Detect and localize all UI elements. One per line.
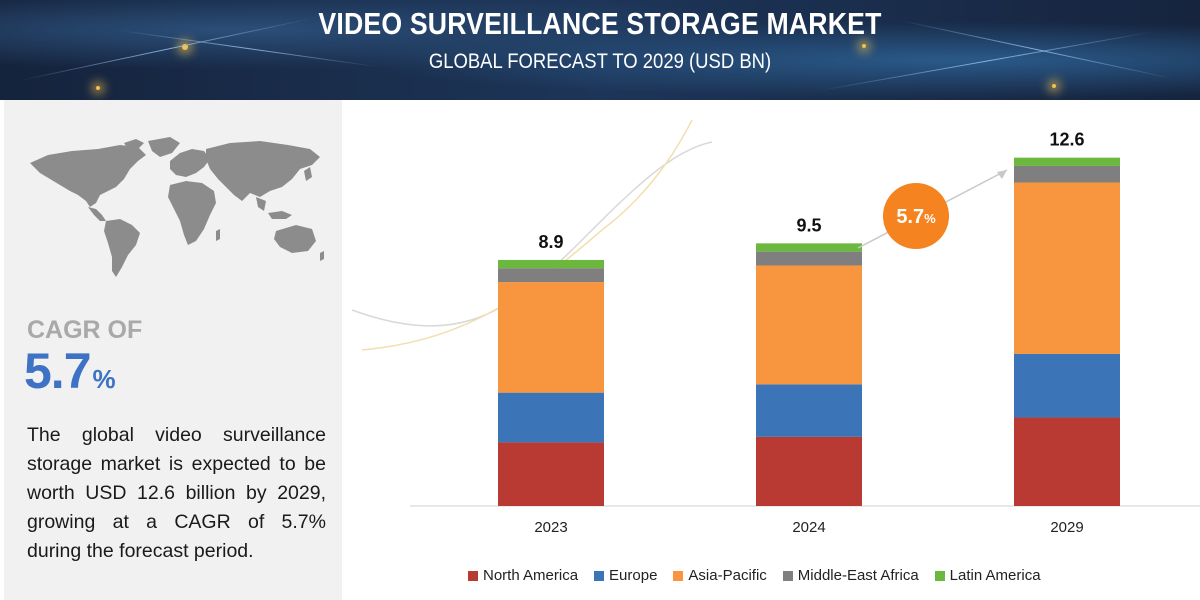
light-dot <box>1052 84 1056 88</box>
cagr-value: 5.7% <box>24 342 116 400</box>
x-tick-label: 2023 <box>534 519 567 536</box>
bar-segment-north-america-2024 <box>756 436 862 506</box>
bar-segment-europe-2029 <box>1014 353 1120 418</box>
legend-swatch <box>782 570 793 581</box>
bar-segment-middle-east-africa-2024 <box>756 251 862 266</box>
light-dot <box>96 86 100 90</box>
legend-item: Middle-East Africa <box>782 567 919 584</box>
decorative-swooshes <box>351 119 713 351</box>
cagr-badge-circle <box>883 183 949 249</box>
bar-segment-latin-america-2023 <box>498 259 604 269</box>
bar-segment-europe-2023 <box>498 392 604 443</box>
legend-item: Asia-Pacific <box>673 567 767 584</box>
legend-swatch <box>594 570 605 581</box>
bar-total-label: 12.6 <box>1049 130 1084 150</box>
bar-segment-asia-pacific-2029 <box>1014 182 1120 354</box>
legend-item: Latin America <box>934 567 1041 584</box>
cagr-number: 5.7 <box>24 343 92 399</box>
bar-segment-asia-pacific-2023 <box>498 282 604 393</box>
stacked-bar-chart: 8.9 2023 9.5 2024 12.6 2029 5.7% <box>351 119 1200 536</box>
legend-label: Latin America <box>949 567 1041 584</box>
chart-legend: North America Europe Asia-Pacific Middle-Ea… <box>468 567 1041 584</box>
legend-label: Europe <box>609 567 658 584</box>
header-banner: VIDEO SURVEILLANCE STORAGE MARKET GLOBAL… <box>0 0 1200 100</box>
growth-indicator: 5.7% <box>857 169 1008 249</box>
legend-label: North America <box>483 567 579 584</box>
bar-segment-middle-east-africa-2029 <box>1014 165 1120 183</box>
light-dot <box>182 44 188 50</box>
light-dot <box>862 44 866 48</box>
bar-segment-north-america-2029 <box>1014 417 1120 506</box>
legend-item: Europe <box>594 567 657 584</box>
bar-segment-latin-america-2024 <box>756 243 862 252</box>
cagr-label: CAGR OF <box>27 316 143 344</box>
legend-swatch <box>934 570 945 581</box>
legend-swatch <box>468 570 478 581</box>
page-subtitle: GLOBAL FORECAST TO 2029 (USD BN) <box>428 50 772 73</box>
bar-segment-latin-america-2029 <box>1014 157 1120 166</box>
legend-swatch <box>673 570 684 581</box>
x-tick-label: 2029 <box>1050 519 1083 536</box>
bar-segment-europe-2024 <box>756 384 862 437</box>
world-map-icon <box>30 137 324 277</box>
x-tick-label: 2024 <box>792 519 825 536</box>
bar-segment-north-america-2023 <box>498 442 604 506</box>
bar-total-label: 8.9 <box>538 232 563 252</box>
legend-label: Middle-East Africa <box>797 567 919 584</box>
cagr-unit: % <box>92 364 116 394</box>
legend-label: Asia-Pacific <box>688 567 767 584</box>
page-title: VIDEO SURVEILLANCE STORAGE MARKET <box>318 6 882 41</box>
bar-total-label: 9.5 <box>796 215 821 235</box>
bar-segment-middle-east-africa-2023 <box>498 268 604 283</box>
summary-description: The global video surveillance storage ma… <box>27 424 326 562</box>
cagr-badge-text: 5.7% <box>896 206 936 228</box>
bar-segment-asia-pacific-2024 <box>756 265 862 385</box>
legend-item: North America <box>468 567 578 584</box>
